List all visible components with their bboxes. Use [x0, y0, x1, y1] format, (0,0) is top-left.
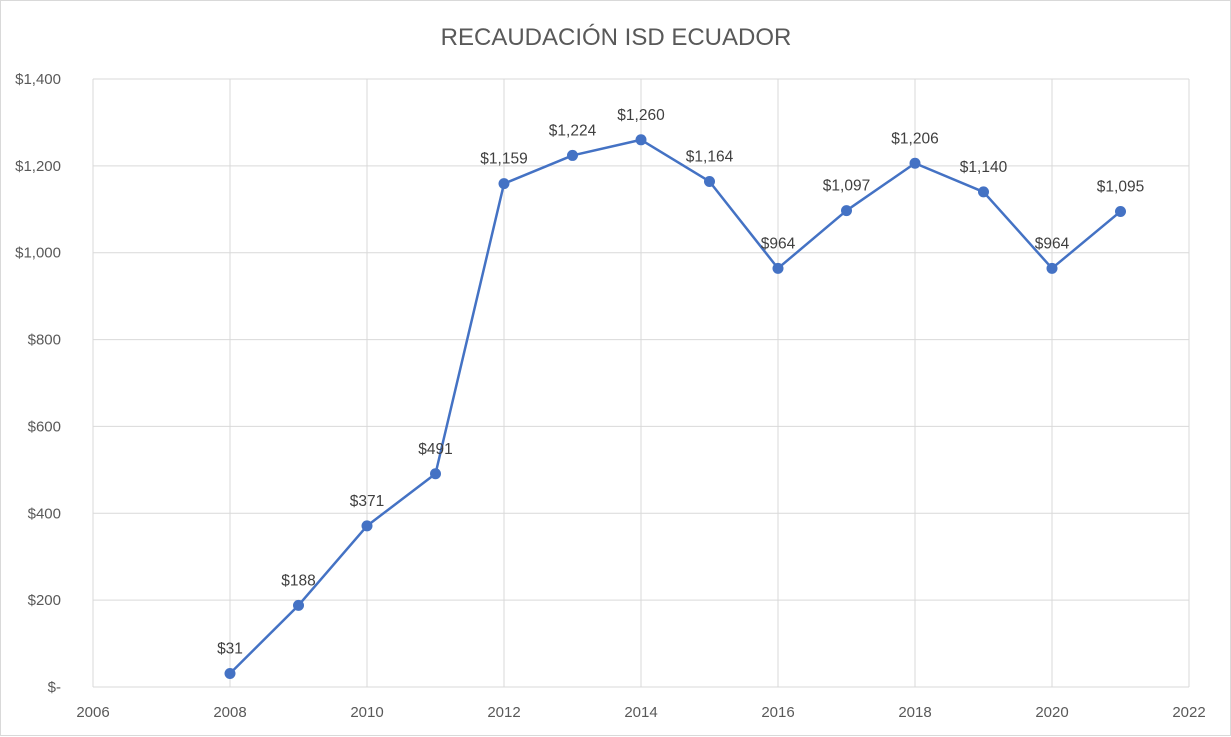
- data-point: [430, 468, 441, 480]
- data-label: $1,260: [617, 107, 665, 124]
- y-tick-label: $-: [48, 679, 61, 696]
- x-tick-label: 2016: [761, 704, 794, 721]
- y-tick-label: $1,200: [15, 158, 61, 175]
- data-label: $188: [281, 572, 315, 589]
- data-point: [224, 668, 236, 680]
- y-axis: $- $200 $400 $600 $800 $1,000 $1,200 $1,400: [15, 71, 61, 696]
- chart-title: RECAUDACIÓN ISD ECUADOR: [441, 24, 792, 51]
- data-label: $1,140: [960, 159, 1008, 176]
- data-label: $1,206: [891, 130, 938, 147]
- x-tick-label: 2020: [1035, 704, 1068, 721]
- data-point: [1046, 262, 1058, 274]
- y-tick-label: $600: [28, 418, 61, 435]
- x-tick-label: 2014: [624, 704, 657, 721]
- data-label: $1,159: [480, 151, 527, 168]
- data-point: [567, 149, 578, 161]
- series-line: [229, 138, 1122, 675]
- data-point: [361, 520, 373, 532]
- data-point: [909, 157, 921, 169]
- x-tick-label: 2012: [487, 704, 520, 721]
- data-label: $371: [350, 493, 384, 510]
- x-tick-label: 2008: [213, 704, 246, 721]
- y-tick-label: $1,000: [15, 245, 61, 262]
- x-tick-label: 2022: [1172, 704, 1205, 721]
- data-point: [498, 178, 510, 190]
- data-label: $1,224: [549, 122, 597, 139]
- data-label: $1,164: [686, 148, 734, 165]
- x-tick-label: 2010: [350, 704, 383, 721]
- series: [224, 134, 1126, 680]
- y-tick-label: $1,400: [15, 71, 61, 88]
- data-label: $1,095: [1097, 178, 1144, 195]
- data-point: [635, 134, 647, 146]
- y-tick-label: $800: [28, 332, 61, 349]
- x-tick-label: 2018: [898, 704, 931, 721]
- data-label: $491: [418, 441, 452, 458]
- x-axis: 2006 2008 2010 2012 2014 2016 2018 2020 2022: [76, 704, 1205, 721]
- data-label: $31: [217, 641, 243, 658]
- data-point: [772, 262, 784, 274]
- data-point: [978, 186, 989, 198]
- data-label: $964: [761, 235, 796, 252]
- data-point: [841, 205, 852, 217]
- data-labels: $31 $188 $371 $491 $1,159 $1,224 $1,260 $1,164 $…: [217, 107, 1144, 658]
- data-label: $964: [1035, 235, 1070, 252]
- data-point: [293, 599, 304, 611]
- data-point: [704, 175, 715, 187]
- grid: [92, 78, 1190, 688]
- data-point: [1115, 205, 1126, 217]
- data-label: $1,097: [823, 178, 870, 195]
- x-tick-label: 2006: [76, 704, 109, 721]
- y-tick-label: $400: [28, 505, 61, 522]
- y-tick-label: $200: [28, 592, 61, 609]
